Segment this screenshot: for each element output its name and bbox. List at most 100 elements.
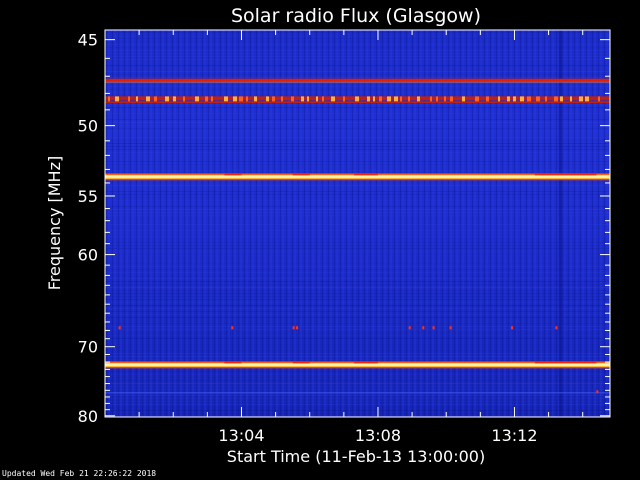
heatmap-row	[105, 410, 610, 411]
band-burst	[436, 96, 438, 102]
spot	[296, 326, 299, 330]
heatmap-row	[105, 134, 610, 135]
heatmap-row	[105, 317, 610, 318]
heatmap-row	[105, 230, 610, 231]
band-burst	[128, 96, 130, 102]
heatmap-row	[105, 242, 610, 243]
band-burst	[355, 96, 359, 102]
heatmap-row	[105, 119, 610, 120]
band-burst	[322, 96, 324, 102]
heatmap-row	[105, 359, 610, 360]
heatmap-row	[105, 161, 610, 162]
heatmap-row	[105, 41, 610, 42]
spot	[449, 326, 452, 330]
heatmap-row	[105, 383, 610, 384]
y-tick-label: 55	[78, 187, 98, 206]
y-tick-label: 50	[78, 117, 98, 136]
heatmap-row	[105, 245, 610, 246]
x-tick-label: 13:12	[491, 426, 537, 445]
heatmap-row	[105, 344, 610, 345]
heatmap-row	[105, 47, 610, 48]
heatmap-row	[105, 332, 610, 333]
heatmap-row	[105, 260, 610, 261]
heatmap-row	[105, 128, 610, 129]
band-burst	[554, 96, 558, 102]
band-76.3	[105, 392, 610, 394]
heatmap-streak	[558, 30, 562, 417]
heatmap-row	[105, 212, 610, 213]
band-burst	[430, 96, 432, 102]
heatmap-row	[105, 401, 610, 402]
band-burst	[400, 96, 402, 102]
heatmap-row	[105, 386, 610, 387]
heatmap-row	[105, 113, 610, 114]
heatmap-row	[105, 191, 610, 192]
band-burst	[394, 96, 398, 102]
heatmap-row	[105, 356, 610, 357]
band-burst	[254, 96, 257, 102]
y-tick-label: 80	[78, 407, 98, 426]
band-burst	[527, 96, 531, 102]
heatmap-row	[105, 221, 610, 222]
heatmap-row	[105, 215, 610, 216]
band-burst	[108, 96, 110, 102]
heatmap-row	[105, 275, 610, 276]
band-burst	[266, 96, 269, 102]
heatmap-row	[105, 95, 610, 96]
band-burst	[233, 96, 237, 102]
heatmap-row	[105, 308, 610, 309]
heatmap-row	[105, 185, 610, 186]
heatmap-row	[105, 296, 610, 297]
heatmap-row	[105, 251, 610, 252]
heatmap-row	[105, 74, 610, 75]
heatmap-row	[105, 110, 610, 111]
heatmap-row	[105, 350, 610, 351]
heatmap-row	[105, 65, 610, 66]
heatmap-row	[105, 278, 610, 279]
plot-frame	[104, 29, 611, 418]
heatmap-row	[105, 104, 610, 105]
spot	[511, 326, 514, 330]
heatmap-row	[105, 368, 610, 369]
heatmap-row	[105, 200, 610, 201]
band-burst	[579, 96, 583, 102]
interference-spots	[118, 326, 599, 394]
heatmap-row	[105, 290, 610, 291]
band-burst	[205, 96, 208, 102]
band-burst	[272, 96, 275, 102]
heatmap-row	[105, 380, 610, 381]
heatmap-row	[105, 284, 610, 285]
band-burst	[444, 96, 446, 102]
heatmap-row	[105, 149, 610, 150]
band-burst	[507, 96, 510, 102]
heatmap-row	[105, 305, 610, 306]
x-tick-label: 13:08	[355, 426, 401, 445]
y-tick-label: 70	[78, 338, 98, 357]
heatmap-row	[105, 122, 610, 123]
band-burst	[146, 96, 150, 102]
y-tick-label: 45	[78, 31, 98, 50]
heatmap-row	[105, 293, 610, 294]
band-burst	[224, 96, 228, 102]
band-burst	[560, 96, 563, 102]
band-burst	[154, 96, 157, 102]
heatmap-row	[105, 266, 610, 267]
band-notch	[534, 173, 597, 176]
heatmap-row	[105, 170, 610, 171]
band-burst	[475, 96, 479, 102]
band-burst	[136, 96, 138, 102]
heatmap-row	[105, 125, 610, 126]
band-burst	[450, 96, 453, 102]
heatmap-row	[105, 131, 610, 132]
band-burst	[331, 96, 335, 102]
band-edge-47.2	[105, 81, 610, 83]
band-burst	[536, 96, 540, 102]
band-notch	[534, 361, 597, 364]
heatmap-row	[105, 164, 610, 165]
heatmap-row	[105, 263, 610, 264]
band-notch	[292, 361, 310, 364]
band-burst	[115, 96, 119, 102]
heatmap-row	[105, 209, 610, 210]
band-notch	[224, 361, 242, 364]
band-burst	[291, 96, 294, 102]
